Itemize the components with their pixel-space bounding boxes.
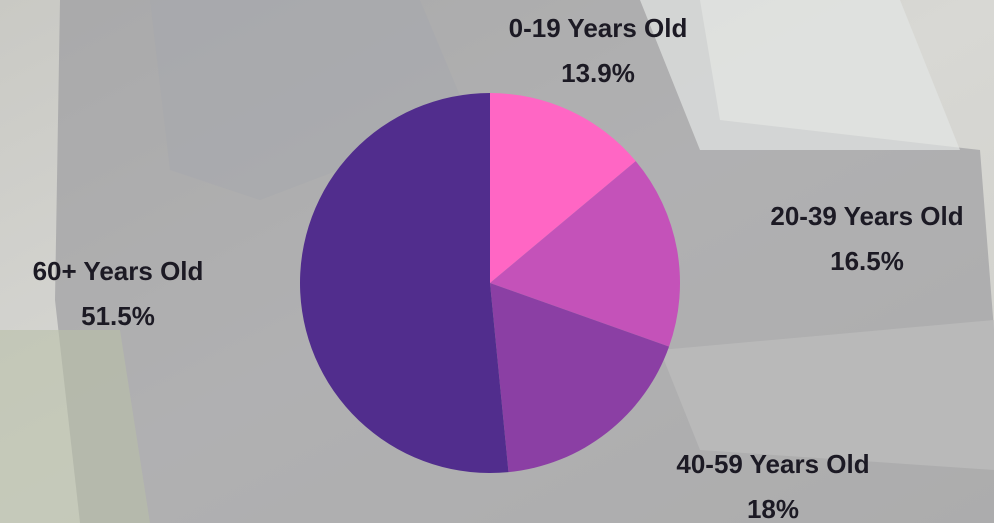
slice-label: 0-19 Years Old [509,13,688,43]
pie [300,93,680,473]
slice-label: 20-39 Years Old [770,201,963,231]
slice-label: 60+ Years Old [33,256,204,286]
pie-slice [490,93,636,283]
slice-value-label: 16.5% [830,246,904,276]
slice-label: 40-59 Years Old [676,449,869,479]
labels: 0-19 Years Old 13.9% 20-39 Years Old 16.5% 4… [33,13,964,523]
slice-value-label: 18% [747,494,799,523]
slice-value-label: 51.5% [81,301,155,331]
pie-slice [490,161,680,347]
pie-slice [300,93,509,473]
slice-value-label: 13.9% [561,58,635,88]
pie-slice [490,283,670,473]
